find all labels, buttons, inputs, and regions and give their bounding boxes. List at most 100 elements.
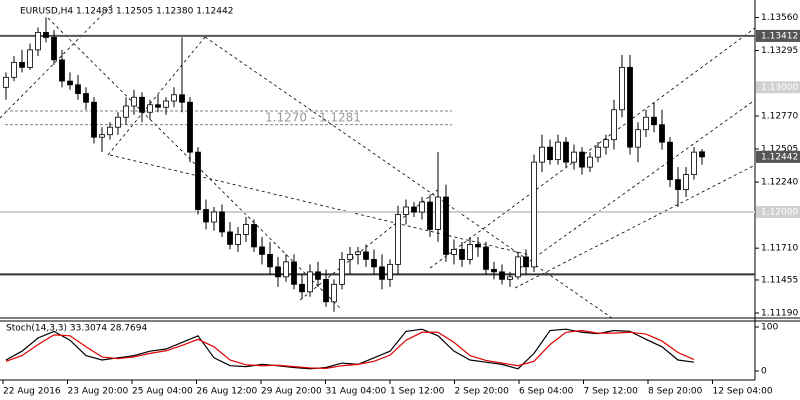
candle-body <box>699 151 705 158</box>
candle-body <box>259 246 265 255</box>
candle-body <box>587 156 593 168</box>
candle-body <box>403 206 409 215</box>
candle-body <box>179 94 185 103</box>
y-tick-label: 1.13560 <box>761 13 798 23</box>
candle-body <box>515 256 521 278</box>
candle-body <box>363 251 369 260</box>
candle-body <box>555 141 561 161</box>
candle-body <box>339 258 345 285</box>
price-label: 1.12442 <box>761 152 798 162</box>
candle-body <box>275 266 281 278</box>
candle-body <box>667 141 673 180</box>
trendline <box>519 99 756 269</box>
candle-body <box>211 211 217 223</box>
candle-body <box>19 61 25 68</box>
price-label: 1.13412 <box>761 31 798 41</box>
candle-body <box>315 271 321 280</box>
x-tick-label: 6 Sep 04:00 <box>519 387 574 397</box>
candle-body <box>563 141 569 163</box>
candle-body <box>75 84 81 94</box>
price-label: 1.13000 <box>761 83 798 93</box>
candle-body <box>483 246 489 270</box>
candle-body <box>595 146 601 158</box>
candle-body <box>171 94 177 102</box>
candle-body <box>67 80 73 86</box>
candle-body <box>371 258 377 268</box>
stoch-tick-label: 0 <box>761 367 767 377</box>
candle-body <box>635 129 641 148</box>
stoch-tick-label: 100 <box>761 323 778 333</box>
candle-body <box>499 271 505 280</box>
candle-body <box>307 271 313 293</box>
price-label-box <box>756 150 800 163</box>
candle-body <box>643 116 649 131</box>
x-tick-label: 8 Sep 20:00 <box>648 387 703 397</box>
candle-body <box>467 244 473 260</box>
candle-body <box>43 32 49 38</box>
trendline <box>47 17 341 309</box>
trendline <box>429 27 756 269</box>
x-tick-label: 1 Sep 12:00 <box>390 387 445 397</box>
candle-body <box>299 283 305 293</box>
candle-body <box>107 126 113 136</box>
candle-body <box>11 61 17 78</box>
candle-body <box>435 196 441 230</box>
y-tick-label: 1.11455 <box>761 275 798 285</box>
y-tick-label: 1.12505 <box>761 145 798 155</box>
candle-body <box>347 254 353 260</box>
x-tick-label: 25 Aug 04:00 <box>132 387 193 397</box>
x-tick-label: 29 Aug 20:00 <box>261 387 322 397</box>
price-label-box <box>756 81 800 94</box>
candle-body <box>675 179 681 190</box>
candle-body <box>419 201 425 213</box>
candle-body <box>27 49 33 68</box>
candle-body <box>571 151 577 163</box>
candle-body <box>459 249 465 260</box>
candle-body <box>523 256 529 268</box>
x-tick-label: 7 Sep 12:00 <box>584 387 639 397</box>
candle-body <box>35 32 41 51</box>
candle-body <box>531 161 537 268</box>
candle-body <box>147 104 153 113</box>
candle-body <box>3 76 9 88</box>
candle-body <box>443 196 449 255</box>
chart-header: EURUSD,H4 1.12483 1.12505 1.12380 1.1244… <box>20 7 233 17</box>
candle-body <box>547 146 553 161</box>
candle-body <box>387 263 393 280</box>
candle-body <box>131 96 137 107</box>
zone-label: 1.1270 - 1.1281 <box>265 110 361 124</box>
candle-body <box>219 211 225 233</box>
candle-body <box>491 268 497 273</box>
candle-body <box>115 116 121 128</box>
candle-body <box>427 201 433 230</box>
stoch-line <box>5 328 695 370</box>
candle-body <box>651 116 657 126</box>
trendline <box>0 4 113 119</box>
price-label: 1.12000 <box>761 208 798 218</box>
candle-body <box>227 231 233 245</box>
candle-body <box>395 214 401 265</box>
candle-body <box>659 124 665 143</box>
candle-body <box>379 266 385 280</box>
y-tick-label: 1.12240 <box>761 178 798 188</box>
candle-body <box>123 105 129 118</box>
candle-body <box>235 234 241 245</box>
candle-body <box>475 244 481 248</box>
candle-body <box>579 151 585 168</box>
candle-body <box>331 283 337 303</box>
price-label-box <box>756 206 800 219</box>
x-tick-label: 2 Sep 20:00 <box>455 387 510 397</box>
y-tick-label: 1.11710 <box>761 244 798 254</box>
candle-body <box>411 206 417 213</box>
x-tick-label: 22 Aug 2016 <box>3 387 61 397</box>
candle-body <box>91 101 97 138</box>
x-tick-label: 12 Sep 04:00 <box>713 387 773 397</box>
candle-body <box>451 249 457 255</box>
trendline <box>107 36 206 156</box>
candle-body <box>291 261 297 285</box>
candle-body <box>251 224 257 248</box>
x-tick-label: 26 Aug 12:00 <box>197 387 258 397</box>
candle-body <box>691 151 697 175</box>
